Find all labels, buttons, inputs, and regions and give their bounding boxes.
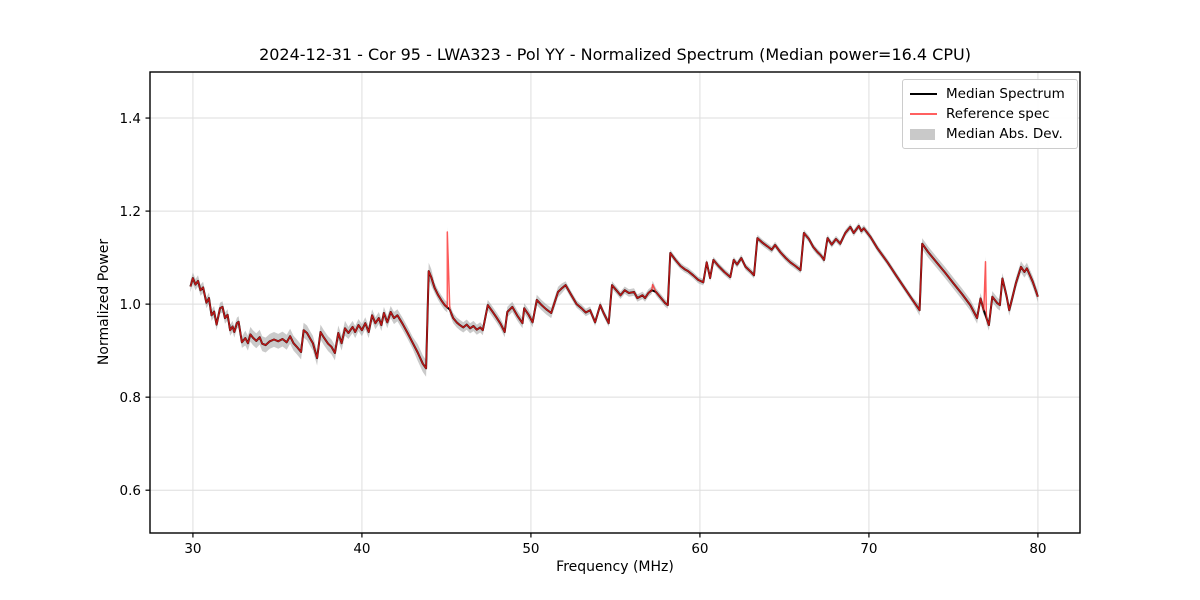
- y-axis-label: Normalized Power: [96, 238, 112, 366]
- legend-label-median: Median Spectrum: [946, 86, 1065, 102]
- x-tick-label: 50: [522, 541, 539, 557]
- legend-item-median-spectrum: Median Spectrum: [910, 84, 1069, 104]
- legend-label-reference: Reference spec: [946, 106, 1050, 122]
- chart-title: 2024-12-31 - Cor 95 - LWA323 - Pol YY - …: [259, 45, 971, 64]
- x-tick-label: 80: [1029, 541, 1046, 557]
- legend-label-mad: Median Abs. Dev.: [946, 126, 1063, 142]
- legend-patch-mad: [910, 128, 937, 140]
- x-axis-label: Frequency (MHz): [556, 559, 674, 575]
- legend-item-reference-spec: Reference spec: [910, 104, 1069, 124]
- legend: Median Spectrum Reference spec Median Ab…: [902, 79, 1078, 149]
- y-tick-label: 0.6: [120, 483, 141, 499]
- x-tick-label: 40: [353, 541, 370, 557]
- x-tick-label: 60: [691, 541, 708, 557]
- y-tick-label: 1.2: [120, 204, 141, 220]
- y-tick-label: 1.4: [120, 111, 141, 127]
- y-tick-label: 0.8: [120, 390, 141, 406]
- legend-line-median: [910, 93, 937, 95]
- x-tick-label: 70: [860, 541, 877, 557]
- legend-line-reference: [910, 113, 937, 115]
- legend-item-median-abs-dev: Median Abs. Dev.: [910, 124, 1069, 144]
- reference-spec-line: [189, 225, 1039, 370]
- x-tick-label: 30: [184, 541, 201, 557]
- axes-frame: [149, 71, 1081, 534]
- y-tick-label: 1.0: [120, 297, 141, 313]
